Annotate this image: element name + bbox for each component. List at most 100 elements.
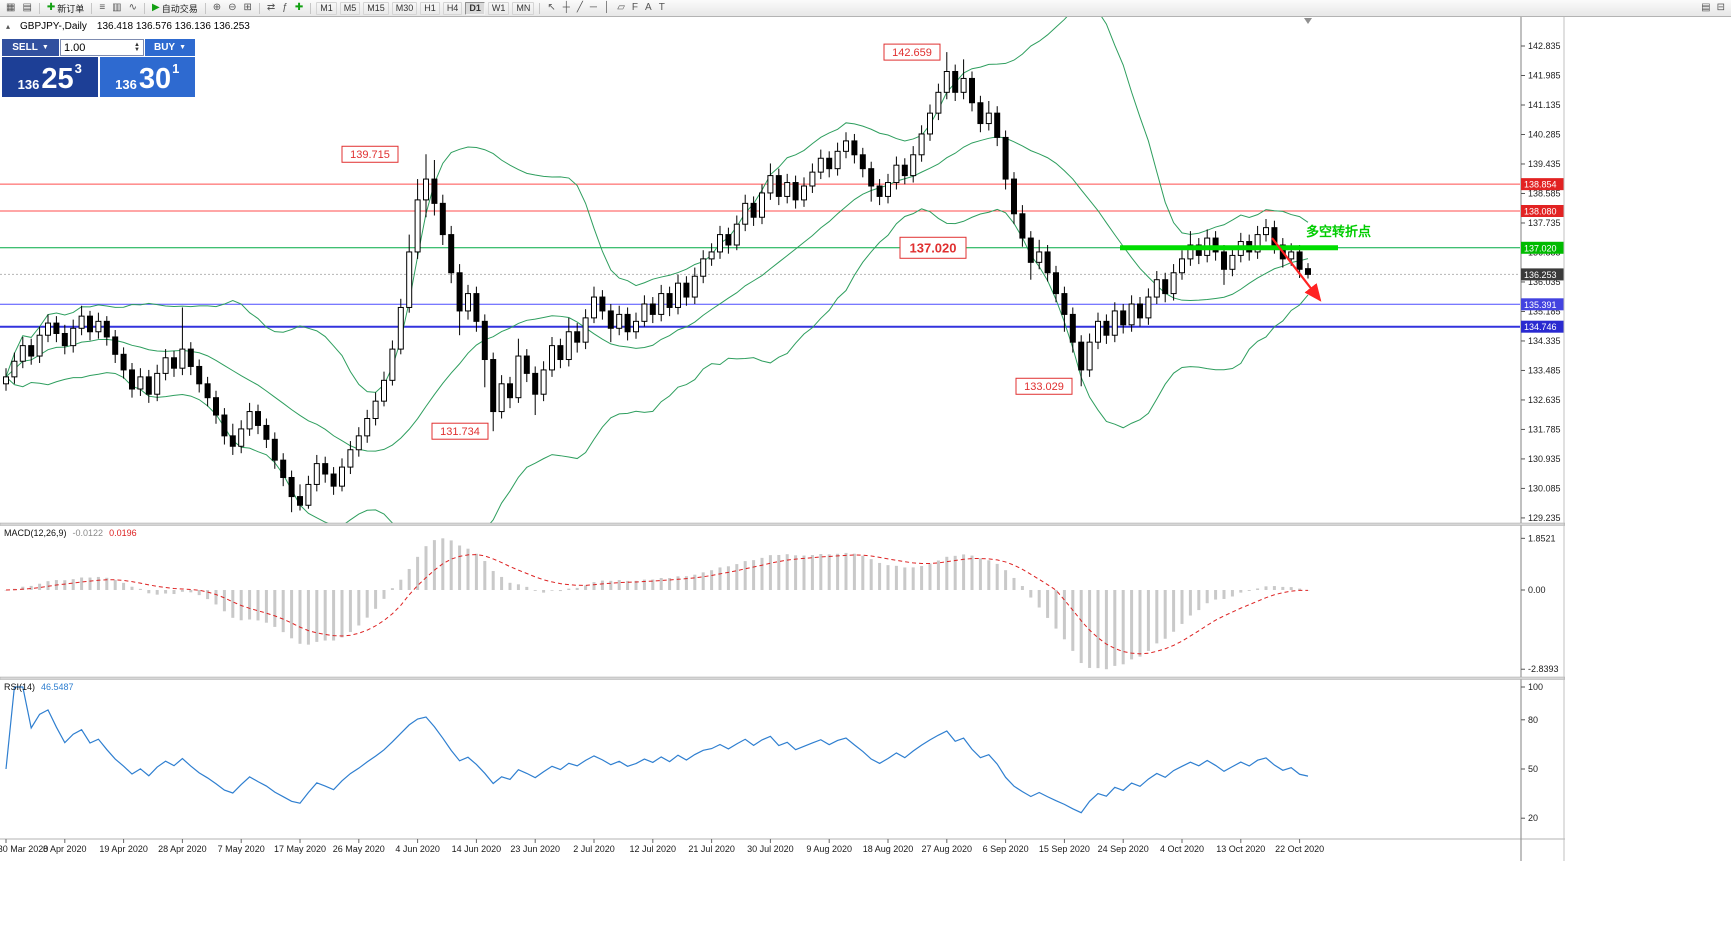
time-axis-label: 28 Apr 2020 xyxy=(158,844,207,854)
one-click-trading-panel: SELL ▼ 1.00 ▲ ▼ BUY ▼ 136 25 3 xyxy=(2,39,195,97)
trend-note-text[interactable]: 多空转折点 xyxy=(1306,224,1371,239)
svg-text:80: 80 xyxy=(1528,715,1538,725)
horizontal-line-icon[interactable]: ─ xyxy=(587,1,600,15)
vertical-line-icon[interactable]: │ xyxy=(601,1,613,15)
label-icon[interactable]: T xyxy=(656,1,668,15)
toolbar-separator xyxy=(38,2,40,14)
new-chart-icon[interactable]: ▦ xyxy=(3,1,18,15)
timeframe-d1[interactable]: D1 xyxy=(465,1,485,15)
chart-symbol-icon: ▴ xyxy=(6,22,11,31)
zoom-out-icon[interactable]: ⊖ xyxy=(225,1,239,15)
time-axis-label: 7 May 2020 xyxy=(218,844,265,854)
timeframe-m1[interactable]: M1 xyxy=(316,1,337,15)
panel-separator[interactable] xyxy=(0,676,1565,680)
time-axis-label: 13 Oct 2020 xyxy=(1216,844,1265,854)
svg-text:133.485: 133.485 xyxy=(1528,365,1561,375)
timeframe-mn[interactable]: MN xyxy=(512,1,535,15)
time-axis-label: 2 Jul 2020 xyxy=(573,844,615,854)
time-axis-label: 15 Sep 2020 xyxy=(1039,844,1090,854)
channel-icon[interactable]: ▱ xyxy=(614,1,628,15)
chart-canvas[interactable]: 142.659 139.715 137.020 133.029 131.734 多空转折点… xyxy=(0,17,1565,861)
bid-pipette: 3 xyxy=(74,61,82,76)
chart-profiles-icon[interactable]: ▤ xyxy=(19,1,34,15)
cursor-icon[interactable]: ↖ xyxy=(544,1,558,15)
timeframe-m5[interactable]: M5 xyxy=(339,1,361,15)
ask-price-button[interactable]: 136 30 1 xyxy=(99,57,195,97)
line-chart-icon[interactable]: ∿ xyxy=(126,1,140,15)
rsi-label: RSI(14) 46.5487 xyxy=(4,682,74,692)
bid-pips: 25 xyxy=(41,63,74,96)
time-axis-label: 23 Jun 2020 xyxy=(510,844,560,854)
trendline-icon[interactable]: ╱ xyxy=(574,1,586,15)
timeframe-h1[interactable]: H1 xyxy=(420,1,440,15)
price-tag-text: 135.391 xyxy=(1524,300,1557,310)
sell-button[interactable]: SELL ▼ xyxy=(2,39,59,56)
svg-text:141.135: 141.135 xyxy=(1528,100,1561,110)
indicators-icon[interactable]: ƒ xyxy=(279,1,291,15)
chart-shift-marker[interactable] xyxy=(1304,18,1312,24)
add-indicator-icon[interactable]: ✚ xyxy=(292,1,306,15)
candlestick-series xyxy=(3,52,1311,513)
svg-text:100: 100 xyxy=(1528,682,1543,692)
svg-text:132.635: 132.635 xyxy=(1528,395,1561,405)
bid-price-button[interactable]: 136 25 3 xyxy=(2,57,98,97)
panel-separator[interactable] xyxy=(0,522,1565,526)
chart-shift-icon[interactable]: ⇄ xyxy=(264,1,278,15)
price-label-text: 142.659 xyxy=(892,47,932,59)
auto-trading-button[interactable]: ▶ 自动交易 xyxy=(149,1,201,15)
price-tag xyxy=(1521,298,1564,311)
timeframe-m30[interactable]: M30 xyxy=(391,1,418,15)
time-axis-label: 9 Aug 2020 xyxy=(806,844,852,854)
spin-down-icon[interactable]: ▼ xyxy=(134,46,140,53)
down-arrow-object[interactable] xyxy=(1271,237,1322,302)
layout-icon[interactable]: ▤ xyxy=(1698,1,1713,15)
time-axis-label: 22 Oct 2020 xyxy=(1275,844,1324,854)
svg-text:137.735: 137.735 xyxy=(1528,218,1561,228)
time-axis-label: 30 Jul 2020 xyxy=(747,844,794,854)
timeframe-w1[interactable]: W1 xyxy=(487,1,510,15)
volume-stepper[interactable]: ▲ ▼ xyxy=(134,41,140,53)
time-axis-label: 8 Apr 2020 xyxy=(43,844,87,854)
svg-text:20: 20 xyxy=(1528,813,1538,823)
price-label-text: 137.020 xyxy=(910,240,957,255)
chart-window[interactable]: ▴ GBPJPY-,Daily 136.418 136.576 136.136 … xyxy=(0,17,1565,878)
spin-up-icon[interactable]: ▲ xyxy=(134,41,140,48)
price-label-text: 131.734 xyxy=(440,426,480,438)
price-scale[interactable]: 142.835 141.985 141.135 140.285 139.435 138.5… xyxy=(1520,17,1564,861)
crosshair-icon[interactable]: ┼ xyxy=(560,1,573,15)
zoom-in-icon[interactable]: ⊕ xyxy=(210,1,224,15)
candle-chart-icon[interactable]: ▥ xyxy=(109,1,124,15)
dock-icon[interactable]: ⊟ xyxy=(1714,1,1728,15)
time-axis-label: 26 May 2020 xyxy=(333,844,385,854)
time-axis-label: 14 Jun 2020 xyxy=(452,844,502,854)
chevron-down-icon: ▼ xyxy=(41,44,49,51)
bar-chart-icon[interactable]: ≡ xyxy=(96,1,108,15)
time-axis-label: 21 Jul 2020 xyxy=(688,844,735,854)
price-label-box xyxy=(1015,377,1073,395)
time-axis-label: 18 Aug 2020 xyxy=(863,844,914,854)
price-label-annotations[interactable]: 142.659 139.715 137.020 133.029 131.734 xyxy=(341,43,1073,440)
svg-text:136.035: 136.035 xyxy=(1528,277,1561,287)
macd-signal-line xyxy=(5,554,1309,655)
volume-value: 1.00 xyxy=(64,41,86,54)
buy-label: BUY xyxy=(153,42,176,53)
fibonacci-icon[interactable]: F xyxy=(629,1,641,15)
time-axis-label: 24 Sep 2020 xyxy=(1098,844,1149,854)
time-axis-label: 12 Jul 2020 xyxy=(630,844,677,854)
toolbar-separator xyxy=(310,2,312,14)
price-tag-text: 136.253 xyxy=(1524,270,1557,280)
buy-button[interactable]: BUY ▼ xyxy=(145,39,195,56)
tile-windows-icon[interactable]: ⊞ xyxy=(241,1,255,15)
price-tag-text: 134.746 xyxy=(1524,322,1557,332)
toolbar-separator xyxy=(91,2,93,14)
text-icon[interactable]: A xyxy=(642,1,655,15)
timeframe-h4[interactable]: H4 xyxy=(442,1,463,15)
ask-figure: 136 xyxy=(115,76,137,92)
timeframe-m15[interactable]: M15 xyxy=(363,1,389,15)
chevron-down-icon: ▼ xyxy=(179,44,187,51)
new-order-button[interactable]: ✚ 新订单 xyxy=(44,1,87,15)
svg-text:130.935: 130.935 xyxy=(1528,454,1561,464)
volume-input[interactable]: 1.00 ▲ ▼ xyxy=(60,39,144,56)
